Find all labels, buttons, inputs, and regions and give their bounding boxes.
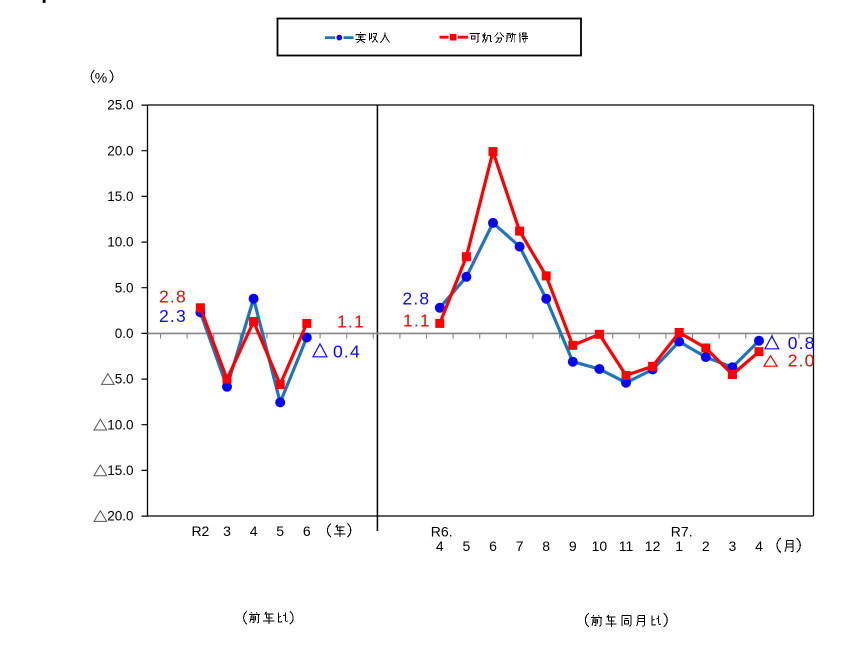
svg-text:3: 3 [729,538,737,554]
svg-text:15.0: 15.0 [107,463,133,478]
svg-text:6: 6 [489,538,497,554]
svg-text:4: 4 [436,538,444,554]
svg-text:5: 5 [463,538,471,554]
svg-text:12: 12 [645,538,661,554]
svg-text:%: % [95,69,107,85]
svg-text:8: 8 [542,538,550,554]
svg-text:2.8: 2.8 [159,286,187,306]
svg-text:1.1: 1.1 [403,310,431,330]
svg-text:6: 6 [303,523,311,539]
svg-text:0.4: 0.4 [333,341,361,361]
svg-text:2.0: 2.0 [788,351,816,371]
svg-text:R2: R2 [191,523,209,539]
svg-text:15.0: 15.0 [107,189,133,204]
svg-text:20.0: 20.0 [107,509,133,524]
svg-text:7: 7 [516,538,524,554]
svg-text:5.0: 5.0 [115,372,134,387]
svg-text:1: 1 [675,538,683,554]
svg-text:2.3: 2.3 [159,306,187,326]
svg-text:5.0: 5.0 [115,280,134,295]
svg-text:10.0: 10.0 [107,417,133,432]
svg-text:25.0: 25.0 [107,98,133,113]
svg-text:4: 4 [755,538,763,554]
svg-text:0.0: 0.0 [115,326,134,341]
svg-text:1.1: 1.1 [337,312,365,332]
svg-text:20.0: 20.0 [107,143,133,158]
svg-text:11: 11 [619,538,634,554]
svg-text:9: 9 [569,538,577,554]
svg-text:10: 10 [592,538,608,554]
svg-text:10.0: 10.0 [107,235,133,250]
svg-text:R7.: R7. [671,523,693,539]
svg-text:2.8: 2.8 [402,288,430,308]
svg-text:R6.: R6. [431,523,453,539]
svg-text:4: 4 [250,523,258,539]
svg-text:0.8: 0.8 [788,333,816,353]
svg-text:2: 2 [702,538,710,554]
svg-text:5: 5 [276,523,284,539]
svg-text:3: 3 [223,523,231,539]
